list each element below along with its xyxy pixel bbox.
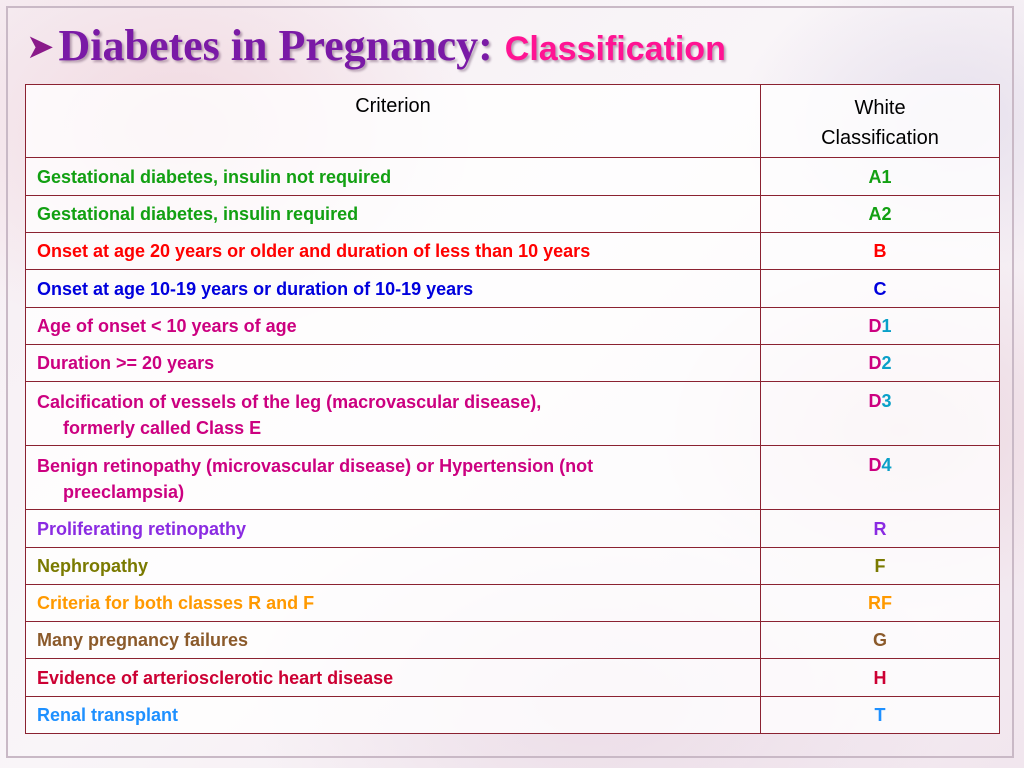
criterion-line-1: Benign retinopathy (microvascular diseas… (37, 455, 594, 476)
criterion-cell: Nephropathy (25, 547, 761, 585)
criterion-cell: Onset at age 20 years or older and durat… (25, 232, 761, 270)
table-row: Calcification of vessels of the leg (mac… (25, 381, 1000, 446)
table-row: Benign retinopathy (microvascular diseas… (25, 445, 1000, 510)
class-cell: D1 (760, 307, 1000, 345)
criterion-cell: Age of onset < 10 years of age (25, 307, 761, 345)
class-letter: D (868, 316, 882, 336)
table-row: Gestational diabetes, insulin not requir… (25, 157, 1000, 196)
arrow-bullet-icon: ➤ (26, 27, 55, 67)
class-letter: D (868, 455, 882, 475)
class-subscript: 2 (881, 353, 892, 373)
table-row: Renal transplant T (25, 696, 1000, 734)
criterion-line-2: preeclampsia) (63, 481, 185, 502)
criterion-cell: Gestational diabetes, insulin required (25, 195, 761, 233)
table-row: Nephropathy F (25, 547, 1000, 585)
header-white-classification: White Classification (760, 84, 1000, 158)
slide-title: ➤ Diabetes in Pregnancy: Classification (26, 20, 726, 80)
table-row: Onset at age 20 years or older and durat… (25, 232, 1000, 270)
table-header-row: Criterion White Classification (25, 84, 1000, 158)
table-row: Onset at age 10-19 years or duration of … (25, 269, 1000, 308)
table-row: Many pregnancy failures G (25, 621, 1000, 659)
table-row: Evidence of arteriosclerotic heart disea… (25, 658, 1000, 697)
class-cell: G (760, 621, 1000, 659)
class-subscript: 3 (881, 391, 892, 411)
table-row: Gestational diabetes, insulin required A… (25, 195, 1000, 233)
table-row: Duration >= 20 years D2 (25, 344, 1000, 382)
class-cell: D3 (760, 381, 1000, 446)
class-cell: T (760, 696, 1000, 734)
title-main: Diabetes in Pregnancy: (58, 21, 493, 70)
criterion-cell: Proliferating retinopathy (25, 509, 761, 548)
criterion-cell: Many pregnancy failures (25, 621, 761, 659)
criterion-line-1: Calcification of vessels of the leg (mac… (37, 391, 542, 412)
class-cell: A1 (760, 157, 1000, 196)
header-white: White (854, 97, 906, 119)
criterion-cell: Duration >= 20 years (25, 344, 761, 382)
class-cell: R (760, 509, 1000, 548)
class-subscript: 4 (881, 455, 892, 475)
criterion-cell: Criteria for both classes R and F (25, 584, 761, 622)
class-cell: RF (760, 584, 1000, 622)
criterion-cell: Evidence of arteriosclerotic heart disea… (25, 658, 761, 697)
criterion-line-2: formerly called Class E (63, 417, 262, 438)
class-cell: A2 (760, 195, 1000, 233)
class-cell: F (760, 547, 1000, 585)
class-cell: D4 (760, 445, 1000, 510)
criterion-cell: Onset at age 10-19 years or duration of … (25, 269, 761, 308)
classification-table: Criterion White Classification Gestation… (25, 84, 1000, 734)
header-criterion: Criterion (25, 84, 761, 158)
class-subscript: 1 (881, 316, 892, 336)
header-classification: Classification (821, 127, 939, 149)
criterion-cell: Gestational diabetes, insulin not requir… (25, 157, 761, 196)
table-row: Proliferating retinopathy R (25, 509, 1000, 548)
criterion-cell: Benign retinopathy (microvascular diseas… (25, 445, 761, 510)
class-cell: B (760, 232, 1000, 270)
class-cell: C (760, 269, 1000, 308)
class-cell: H (760, 658, 1000, 697)
table-row: Age of onset < 10 years of age D1 (25, 307, 1000, 345)
class-letter: D (868, 391, 882, 411)
criterion-cell: Renal transplant (25, 696, 761, 734)
criterion-cell: Calcification of vessels of the leg (mac… (25, 381, 761, 446)
title-sub: Classification (504, 30, 726, 68)
table-row: Criteria for both classes R and F RF (25, 584, 1000, 622)
class-letter: D (868, 353, 882, 373)
class-cell: D2 (760, 344, 1000, 382)
